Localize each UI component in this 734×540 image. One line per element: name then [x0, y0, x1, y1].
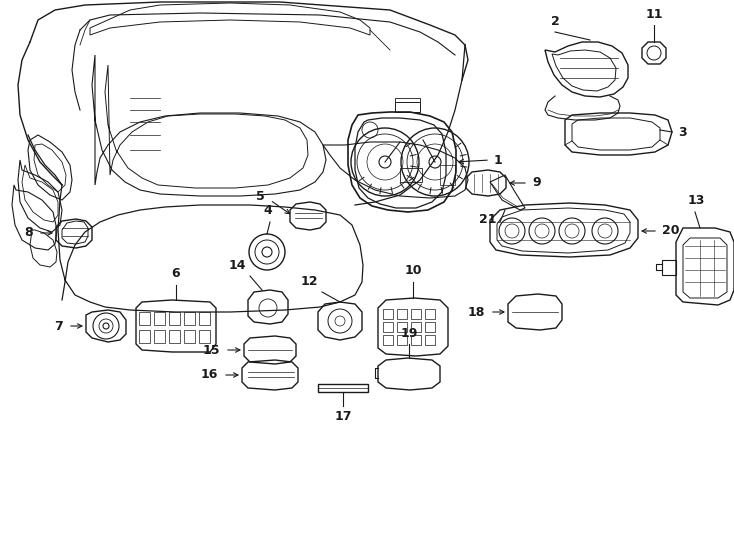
- Bar: [397, 309, 407, 319]
- Bar: [425, 322, 435, 332]
- Text: 5: 5: [256, 190, 265, 202]
- Bar: [425, 309, 435, 319]
- Bar: [440, 165, 455, 185]
- Bar: [425, 335, 435, 345]
- Text: 1: 1: [494, 153, 503, 166]
- Bar: [199, 312, 210, 325]
- Bar: [400, 168, 422, 182]
- Bar: [411, 309, 421, 319]
- Text: 9: 9: [532, 177, 541, 190]
- Bar: [154, 312, 165, 325]
- Text: 20: 20: [662, 225, 680, 238]
- Bar: [169, 330, 180, 343]
- Text: 3: 3: [678, 125, 686, 138]
- Bar: [397, 335, 407, 345]
- Text: 13: 13: [687, 194, 705, 207]
- Text: 4: 4: [264, 204, 272, 217]
- Text: 17: 17: [334, 410, 352, 423]
- Bar: [383, 309, 393, 319]
- Bar: [184, 312, 195, 325]
- Text: 11: 11: [645, 8, 663, 21]
- Bar: [169, 312, 180, 325]
- Text: 12: 12: [300, 275, 318, 288]
- Text: 19: 19: [400, 327, 418, 340]
- Bar: [411, 335, 421, 345]
- Bar: [397, 322, 407, 332]
- Text: 15: 15: [203, 343, 220, 356]
- Text: 18: 18: [468, 306, 485, 319]
- Bar: [199, 330, 210, 343]
- Bar: [139, 312, 150, 325]
- Bar: [184, 330, 195, 343]
- Text: 21: 21: [479, 213, 497, 226]
- Text: 10: 10: [404, 264, 422, 277]
- Bar: [411, 322, 421, 332]
- Text: 6: 6: [172, 267, 181, 280]
- Text: 8: 8: [24, 226, 33, 240]
- Bar: [154, 330, 165, 343]
- Text: 2: 2: [550, 15, 559, 28]
- Text: 16: 16: [200, 368, 218, 381]
- Text: 7: 7: [54, 320, 63, 333]
- Bar: [139, 330, 150, 343]
- Text: 14: 14: [228, 259, 246, 272]
- Bar: [383, 335, 393, 345]
- Bar: [383, 322, 393, 332]
